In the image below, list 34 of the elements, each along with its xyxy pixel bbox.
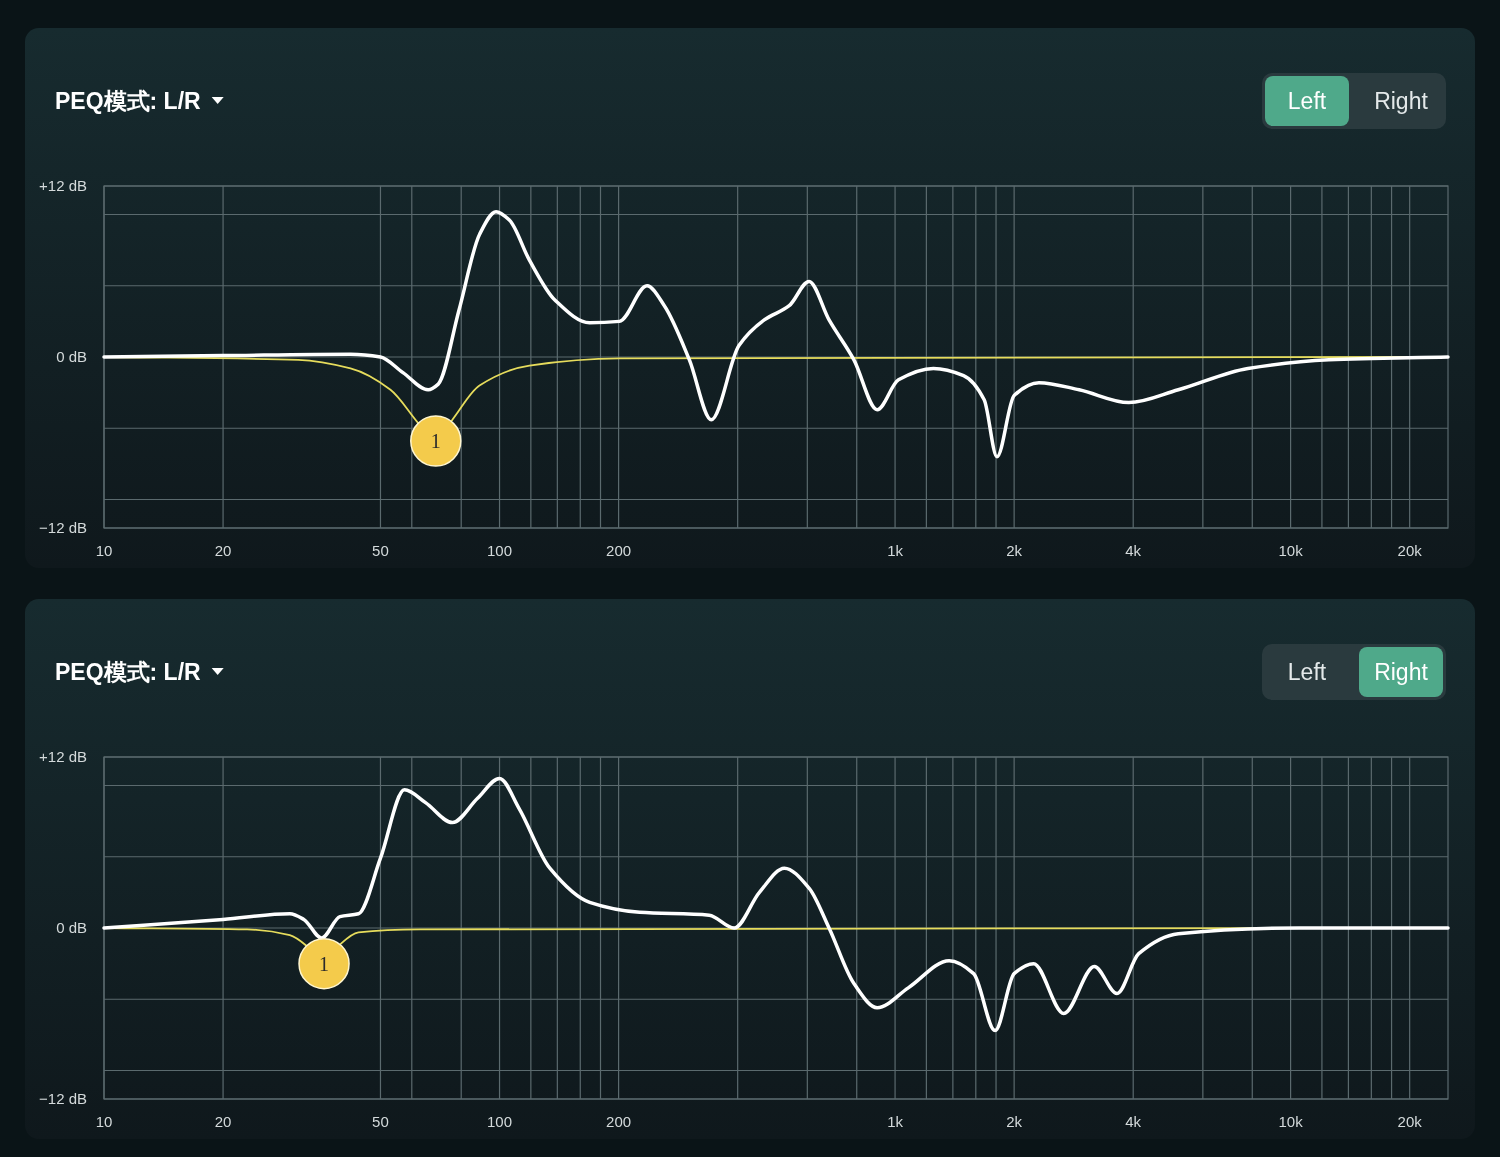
y-tick-label: +12 dB <box>39 177 87 194</box>
chart-title: PEQ模式: L/R <box>55 659 202 685</box>
x-tick-label: 10k <box>1278 542 1304 559</box>
annotation: 1 <box>319 952 330 975</box>
x-tick-label: 100 <box>487 1113 513 1130</box>
x-tick-label: 4k <box>1125 542 1142 559</box>
x-tick-label: 10 <box>95 542 113 559</box>
x-tick-label: 200 <box>606 542 632 559</box>
y-tick-label: −12 dB <box>39 1090 87 1107</box>
y-tick-label: −12 dB <box>39 519 87 536</box>
x-tick-label: 20k <box>1397 542 1423 559</box>
text: Left <box>1287 88 1327 114</box>
x-tick-label: 200 <box>606 1113 632 1130</box>
x-tick-label: 50 <box>372 1113 389 1130</box>
y-tick-label: 0 dB <box>56 348 87 365</box>
x-tick-label: 10k <box>1278 1113 1304 1130</box>
x-tick-label: 20k <box>1397 1113 1423 1130</box>
x-tick-label: 20 <box>214 542 232 559</box>
x-tick-label: 2k <box>1006 542 1023 559</box>
x-tick-label: 1k <box>887 1113 904 1130</box>
annotation: 1 <box>430 430 441 453</box>
text: Left <box>1287 659 1327 685</box>
x-tick-label: 100 <box>487 542 513 559</box>
y-tick-label: +12 dB <box>39 748 87 765</box>
y-tick-label: 0 dB <box>56 919 87 936</box>
text: Right <box>1374 659 1429 685</box>
x-tick-label: 20 <box>214 1113 232 1130</box>
text: Right <box>1374 88 1429 114</box>
x-tick-label: 1k <box>887 542 904 559</box>
x-tick-label: 10 <box>95 1113 113 1130</box>
x-tick-label: 4k <box>1125 1113 1142 1130</box>
x-tick-label: 50 <box>372 542 389 559</box>
chart-title: PEQ模式: L/R <box>55 88 202 114</box>
x-tick-label: 2k <box>1006 1113 1023 1130</box>
